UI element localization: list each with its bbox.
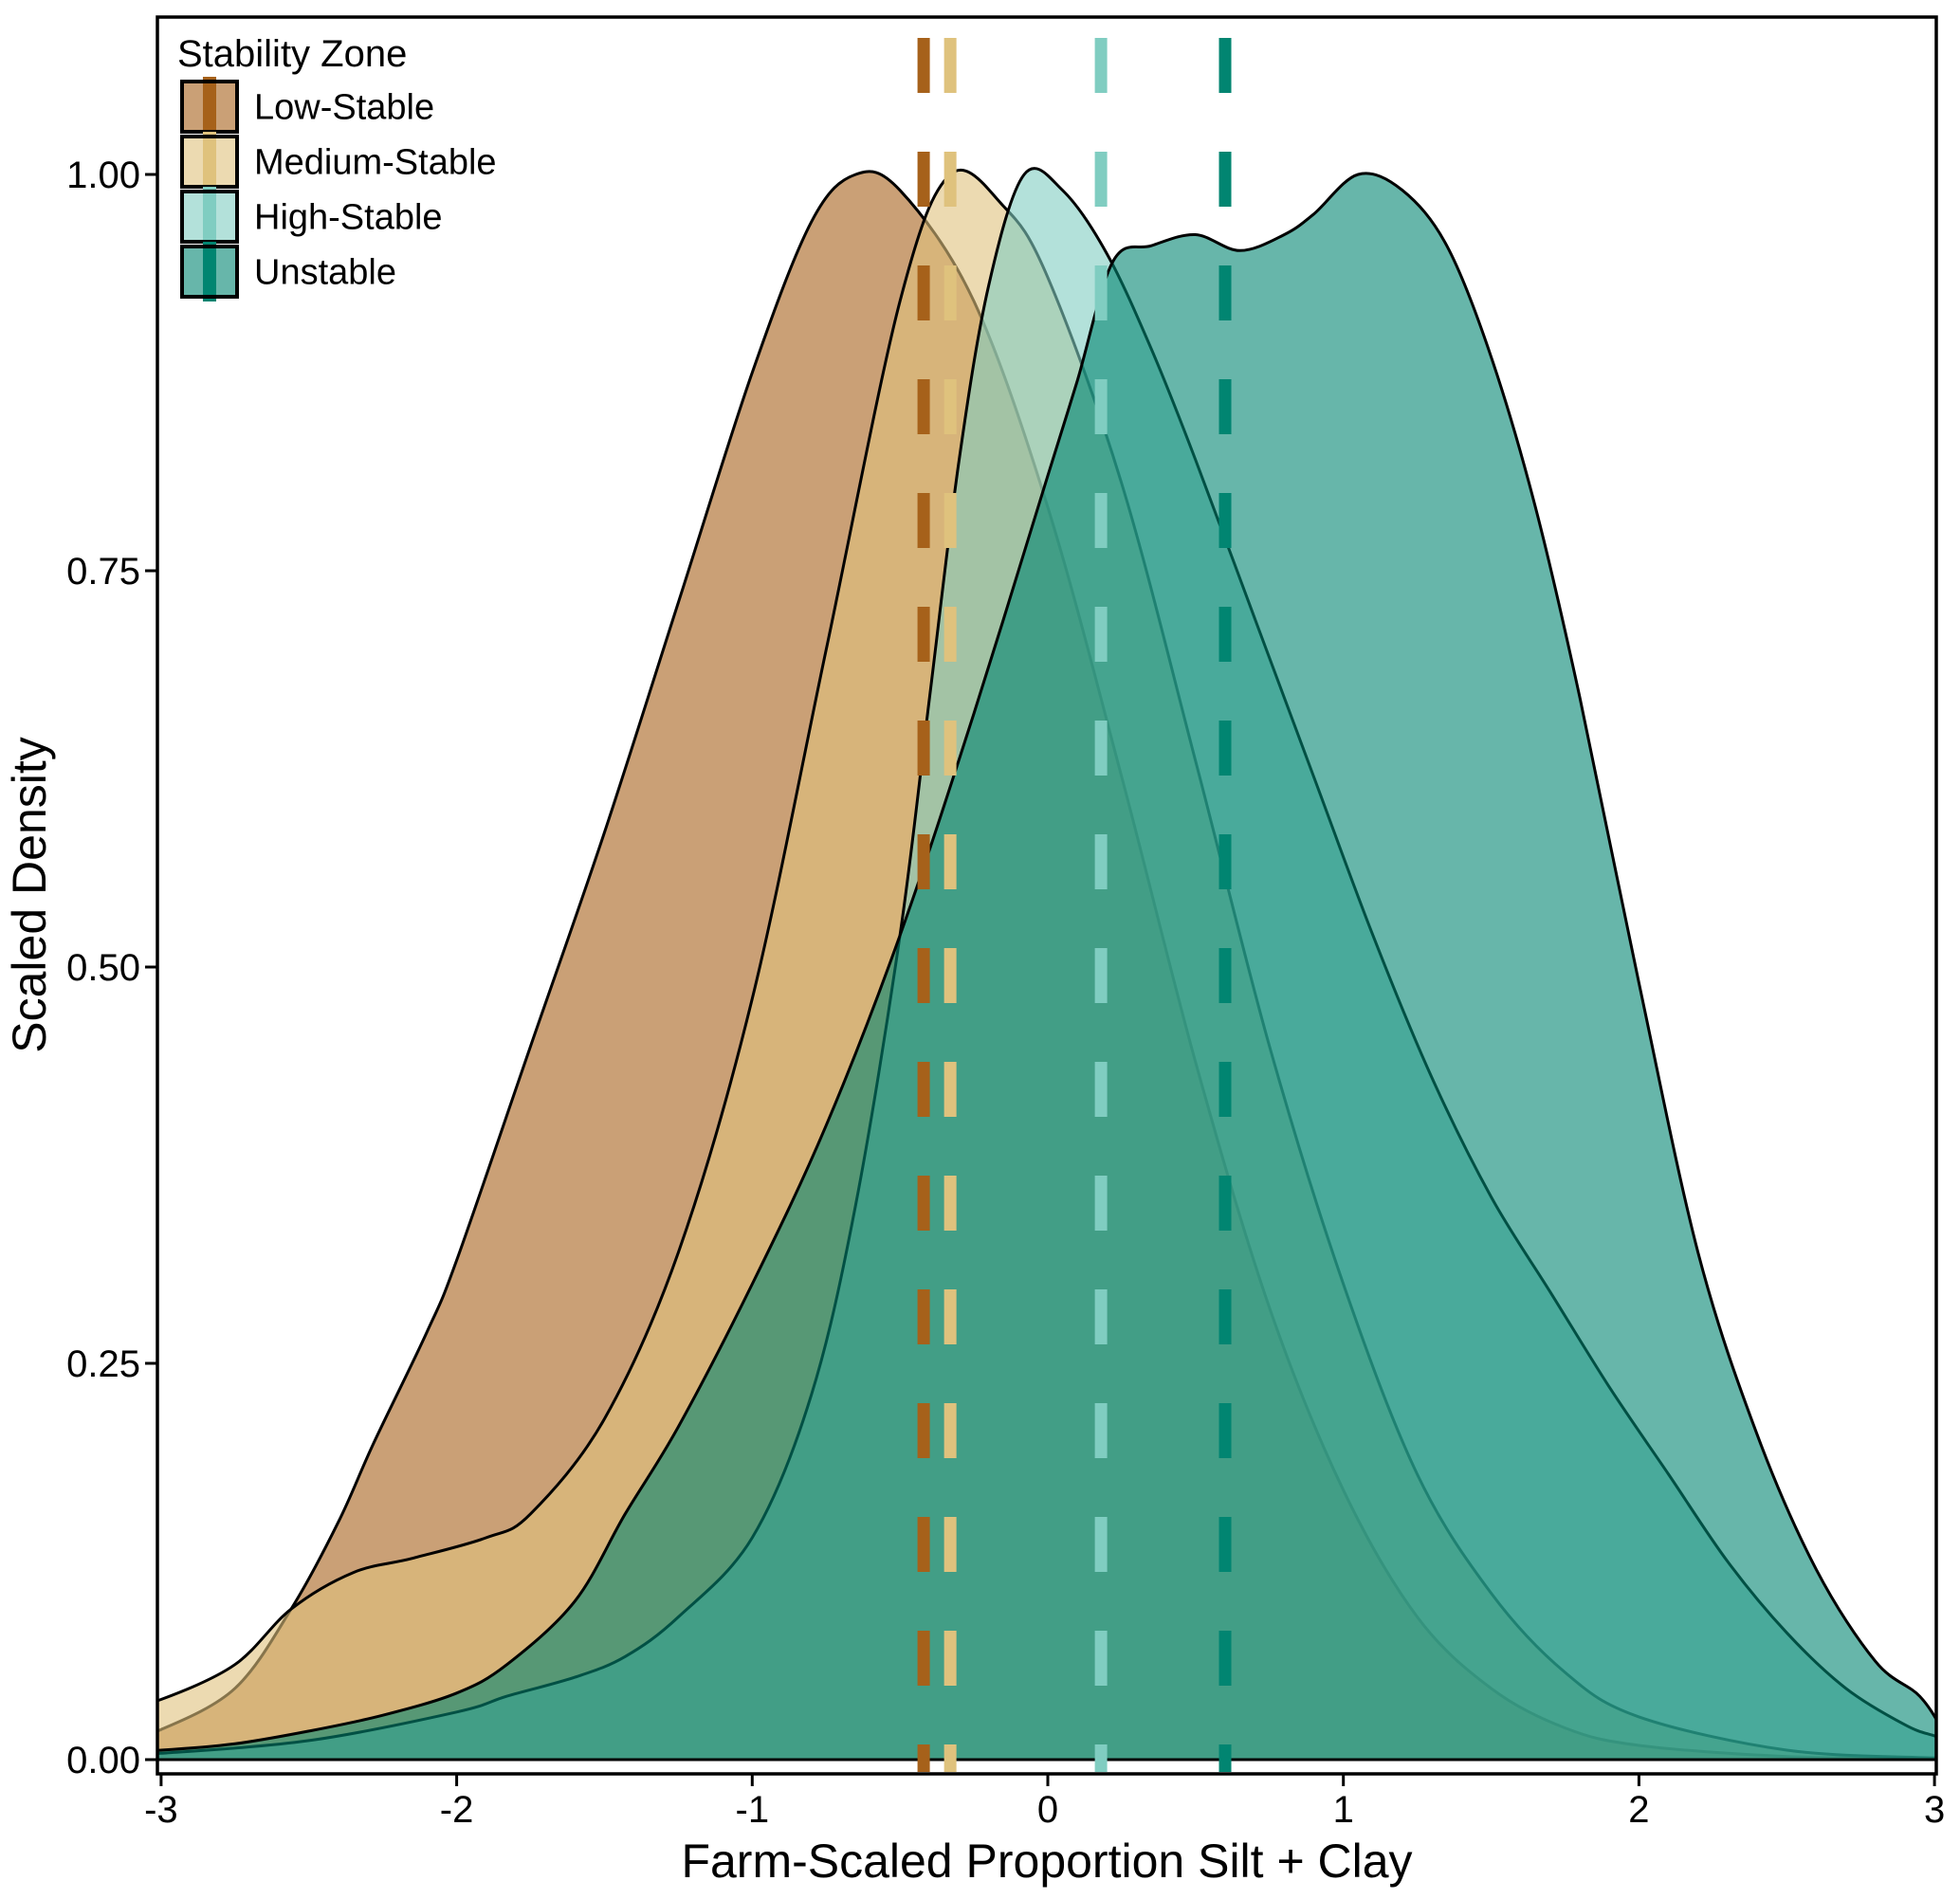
x-tick-label: -3	[144, 1789, 178, 1831]
legend-items: Low-Stable Medium-Stable High-Stable Unstab…	[180, 77, 497, 301]
legend-key-border	[180, 245, 239, 299]
x-tick-label: 1	[1333, 1789, 1354, 1831]
legend-item-high-stable: High-Stable	[180, 187, 443, 247]
x-axis-title: Farm-Scaled Proportion Silt + Clay	[681, 1835, 1412, 1888]
legend-item-label: Unstable	[254, 253, 396, 293]
legend-title: Stability Zone	[177, 33, 407, 75]
x-tick-label: 3	[1924, 1789, 1945, 1831]
y-tick-label: 0.75	[66, 551, 140, 593]
legend-item-label: Medium-Stable	[254, 143, 497, 183]
legend-item-label: Low-Stable	[254, 88, 434, 128]
y-tick-label: 0.25	[66, 1343, 140, 1385]
y-tick-label: 0.50	[66, 947, 140, 989]
x-tick-label: 2	[1628, 1789, 1649, 1831]
x-tick-label: -1	[736, 1789, 770, 1831]
x-tick-label: -2	[440, 1789, 474, 1831]
y-tick-label: 0.00	[66, 1740, 140, 1781]
legend-item-unstable: Unstable	[180, 242, 396, 301]
legend: Stability Zone Low-Stable Medium-Stable Hi…	[177, 33, 497, 301]
legend-item-low-stable: Low-Stable	[180, 77, 434, 137]
legend-item-label: High-Stable	[254, 198, 443, 238]
y-axis-title: Scaled Density	[3, 737, 56, 1053]
density-curves	[157, 167, 1936, 1762]
x-tick-label: 0	[1037, 1789, 1058, 1831]
density-curve-unstable	[157, 172, 1936, 1762]
y-axis: 0.00 0.25 0.50 0.75 1.00	[66, 155, 157, 1781]
y-tick-label: 1.00	[66, 155, 140, 196]
legend-item-medium-stable: Medium-Stable	[180, 132, 497, 192]
x-axis: -3 -2 -1 0 1 2 3	[144, 1774, 1945, 1831]
